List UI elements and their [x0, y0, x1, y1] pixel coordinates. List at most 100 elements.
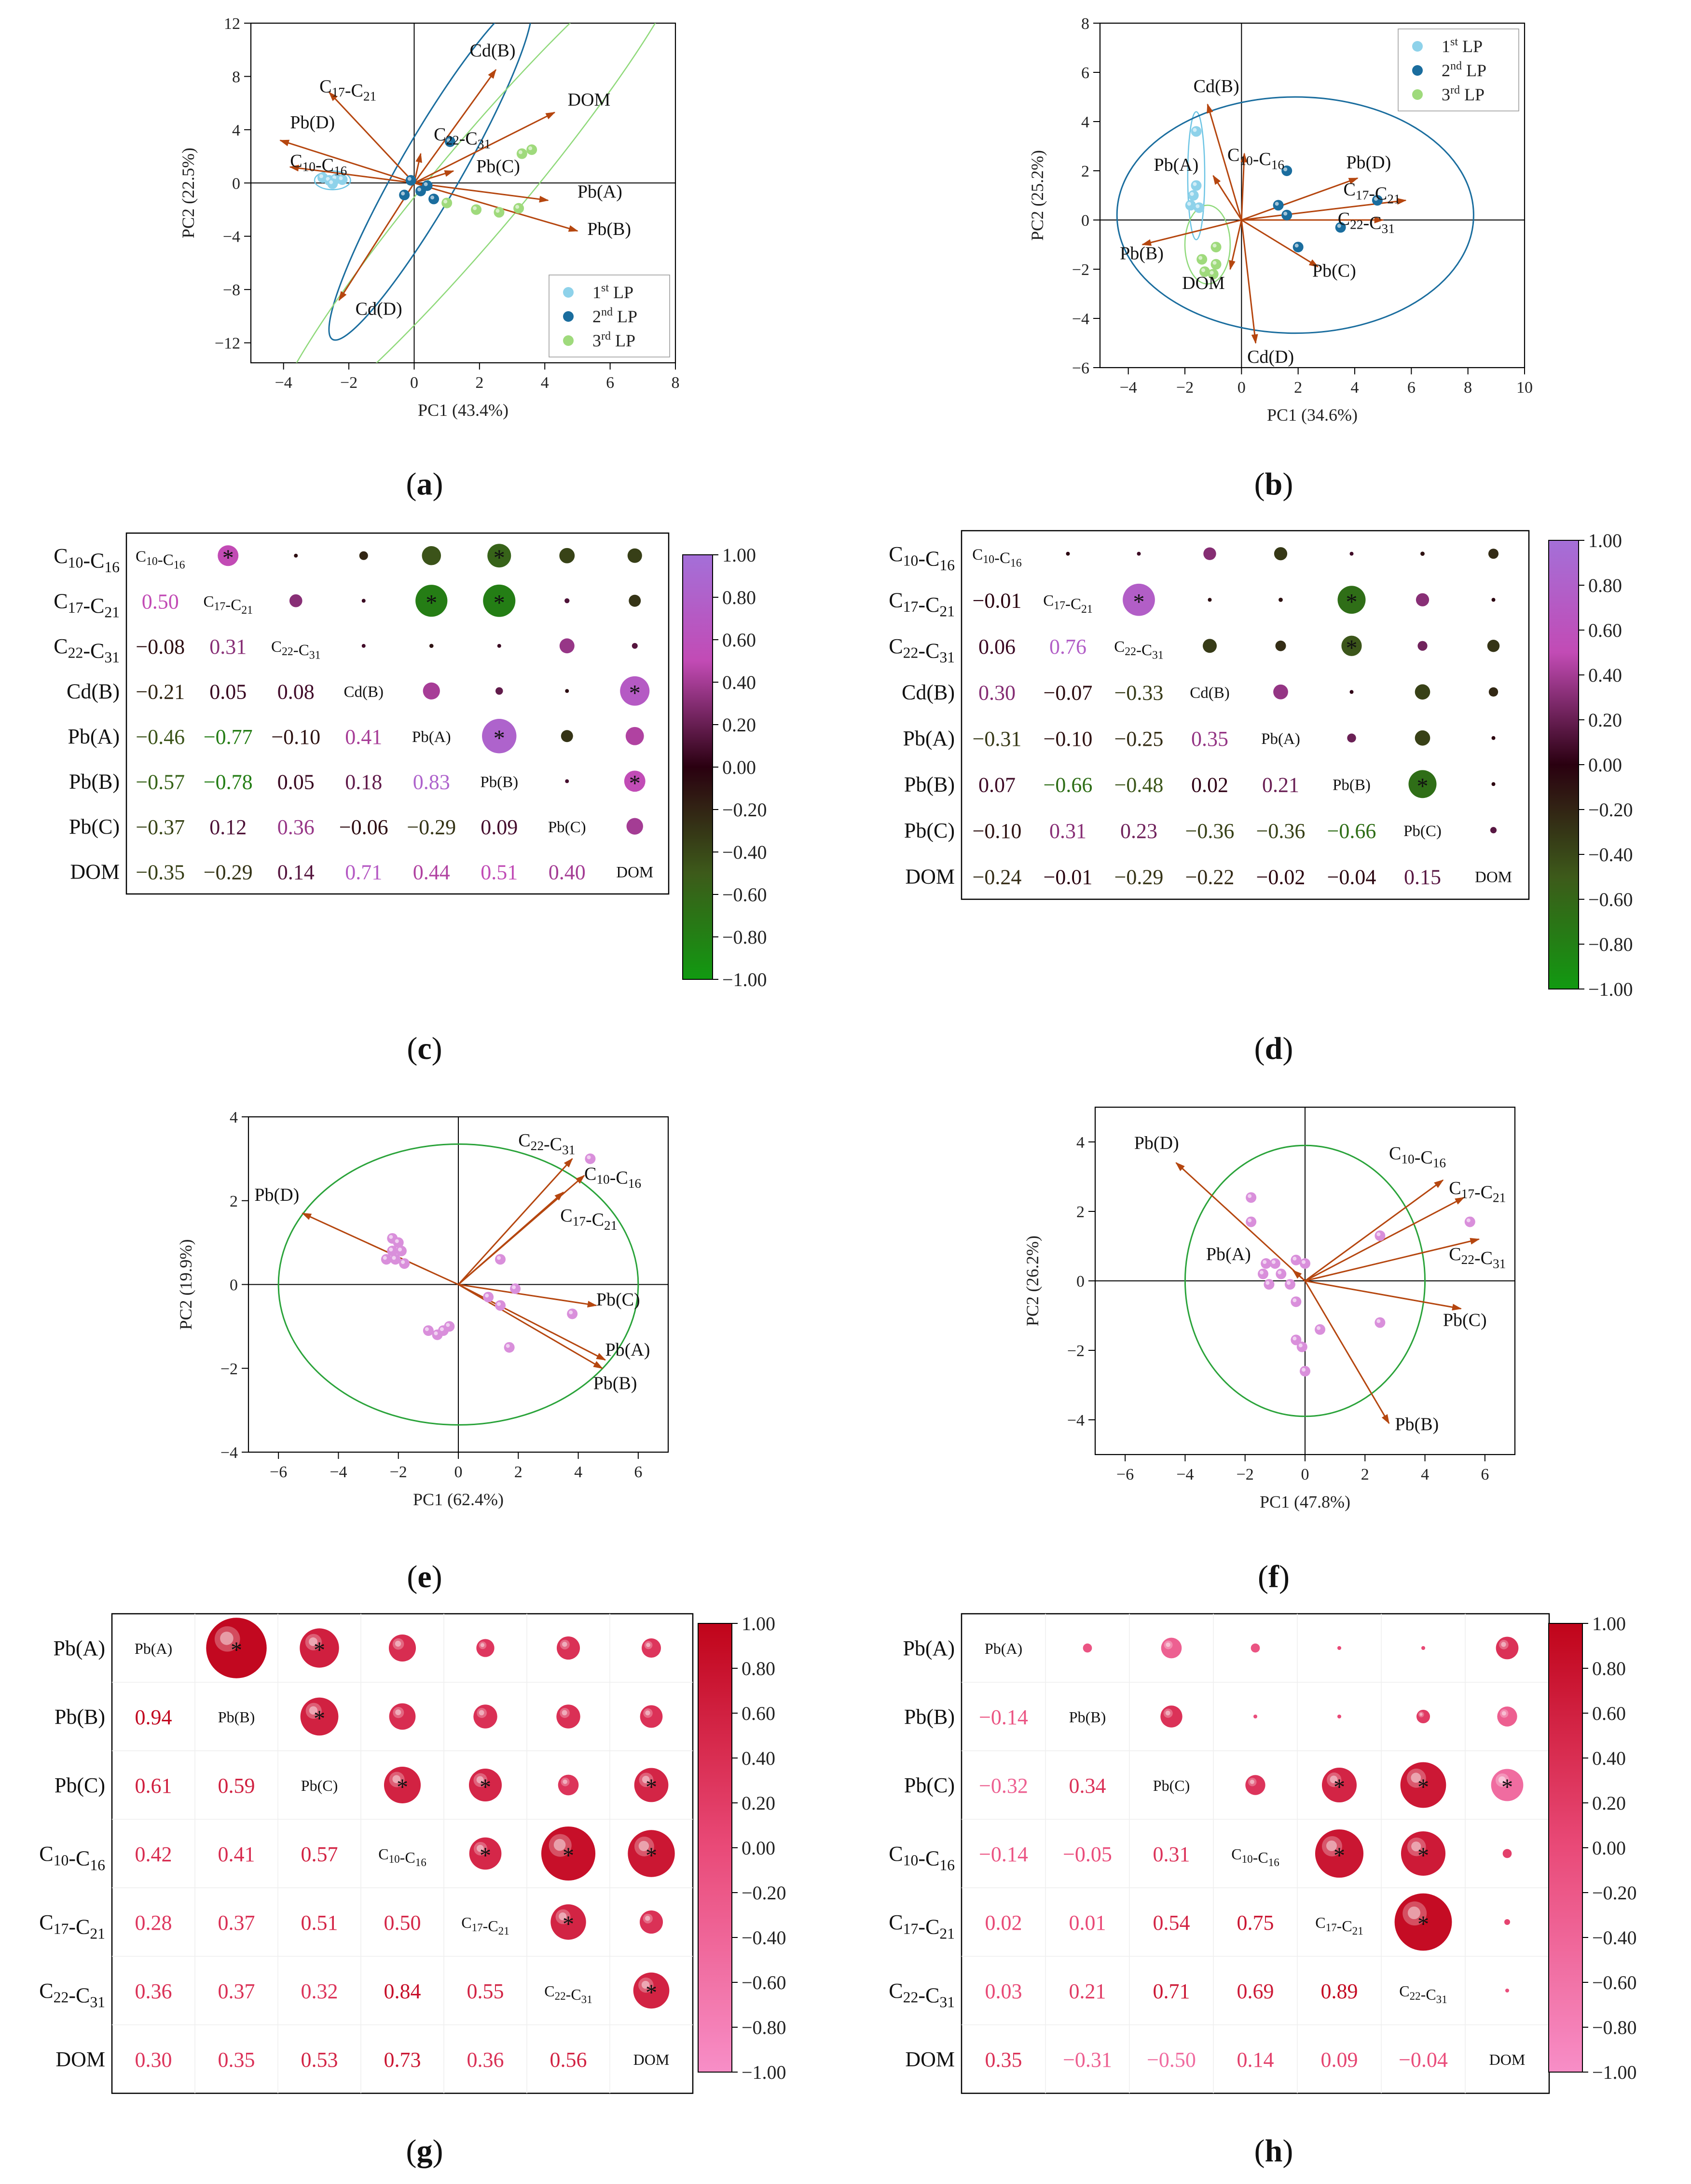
significance-star: * [1346, 635, 1358, 661]
legend-marker [1412, 41, 1423, 52]
correlation-circle-fill [550, 1904, 586, 1940]
data-point-highlight [326, 177, 330, 181]
correlation-value: −0.35 [136, 860, 185, 884]
data-point-marker [428, 193, 440, 205]
label-part: C [39, 1910, 53, 1934]
correlation-circle-fill [1245, 1775, 1265, 1795]
label-part: 16 [1268, 1856, 1279, 1868]
correlation-value: 0.03 [985, 1979, 1022, 2003]
y-tick-label: 2 [1076, 1203, 1085, 1221]
data-point [422, 180, 433, 191]
data-point [1273, 200, 1284, 211]
row-label: Cd(B) [67, 679, 120, 703]
correlation-value: 0.07 [978, 773, 1016, 797]
circle-gloss-inner [642, 1775, 650, 1784]
vector-label: C22-C31 [1338, 209, 1395, 236]
data-point [1291, 1334, 1302, 1346]
correlation-circle-fill [1203, 547, 1216, 560]
significance-star: * [1501, 1774, 1513, 1800]
colorbar-tick-label: 0.00 [1588, 754, 1622, 776]
correlation-circle-fill [559, 548, 575, 563]
panel-label: (g) [406, 2133, 443, 2169]
circle-gloss-outer [1163, 1708, 1173, 1718]
data-point-highlight [1292, 1298, 1297, 1303]
label-part: 16 [104, 559, 120, 576]
data-point [327, 178, 338, 189]
row-label: Pb(B) [69, 769, 120, 793]
label-part: 31 [581, 1993, 592, 2005]
correlation-value: −0.06 [339, 815, 388, 839]
loading-vector [413, 111, 556, 184]
correlation-circle-fill [1394, 1893, 1452, 1951]
data-point-highlight [1193, 182, 1197, 186]
data-point [1300, 1366, 1310, 1377]
row-label: C22-C31 [889, 634, 955, 666]
correlation-circle [1417, 641, 1428, 651]
correlation-circle [625, 727, 644, 745]
data-point-highlight [1292, 1256, 1297, 1261]
label-part: 21 [1387, 192, 1400, 206]
label-part: 22 [1350, 218, 1363, 232]
data-point-marker [585, 1153, 596, 1164]
y-tick-label: 0 [230, 1277, 238, 1294]
y-tick-label: −2 [1067, 1342, 1085, 1360]
loading-vector [1292, 1270, 1306, 1282]
correlation-value: 0.41 [345, 725, 382, 749]
label-part: 16 [334, 164, 347, 178]
label-part: 16 [1271, 157, 1284, 172]
colorbar-tick-label: −1.00 [1592, 2061, 1637, 2083]
loading-vector [1305, 1237, 1480, 1282]
label-part: 10 [68, 554, 83, 571]
y-tick-label: 0 [1081, 212, 1089, 230]
colorbar [1548, 540, 1579, 989]
y-tick-label: 8 [1081, 15, 1089, 33]
label-part: C [378, 1845, 388, 1863]
correlation-circle-fill [497, 644, 501, 648]
data-point-highlight [1263, 1260, 1267, 1264]
data-point-highlight [1298, 1343, 1303, 1347]
colorbar-tick-label: −0.40 [722, 841, 767, 863]
label-part: C [1227, 145, 1239, 165]
colorbar-tick-label: −0.20 [722, 799, 767, 821]
circle-gloss-outer [634, 1836, 654, 1856]
circle-gloss-outer [1406, 1768, 1426, 1788]
matrix-frame [111, 1613, 694, 2094]
data-point-marker [422, 180, 433, 191]
circle-gloss-inner [1419, 1713, 1423, 1716]
data-point-marker [567, 1308, 578, 1319]
correlation-circle-fill [564, 598, 570, 604]
colorbar-tick-label: 0.60 [722, 629, 756, 651]
correlation-circle: * [633, 1972, 670, 2009]
data-point [1246, 1216, 1257, 1227]
data-point-highlight [446, 138, 451, 142]
correlation-circle-fill [632, 643, 638, 649]
x-tick-label: −4 [1120, 379, 1137, 397]
row-label: Pb(A) [53, 1636, 105, 1660]
correlation-value: −0.25 [1114, 727, 1164, 751]
legend: 1st LP 2nd LP 3rd LP [549, 275, 670, 357]
data-point-marker [441, 197, 453, 208]
correlation-value: −0.77 [204, 725, 253, 749]
data-point [399, 190, 410, 201]
correlation-circle [1421, 1646, 1425, 1650]
correlation-circle [565, 779, 569, 783]
significance-star: * [1334, 1774, 1345, 1800]
correlation-circle-fill [558, 1774, 579, 1796]
label-part: C [319, 77, 331, 97]
label-part: -C [316, 155, 334, 176]
vector-label: Pb(D) [254, 1185, 299, 1205]
data-point-marker [494, 207, 505, 218]
loading-vector [1141, 219, 1242, 246]
data-point [1191, 126, 1202, 137]
circle-gloss-inner [1250, 1779, 1254, 1784]
data-point-highlight [1466, 1218, 1471, 1222]
label-part: 21 [104, 604, 120, 621]
correlation-circle: * [634, 1768, 669, 1802]
correlation-circle [1488, 549, 1499, 559]
correlation-circle-fill [1491, 782, 1496, 786]
label-part: -C [586, 1210, 604, 1230]
correlation-circle: * [415, 585, 448, 617]
correlation-circle-fill [469, 1837, 502, 1870]
data-point-marker [1210, 242, 1222, 253]
label-part: 21 [1493, 1191, 1506, 1205]
